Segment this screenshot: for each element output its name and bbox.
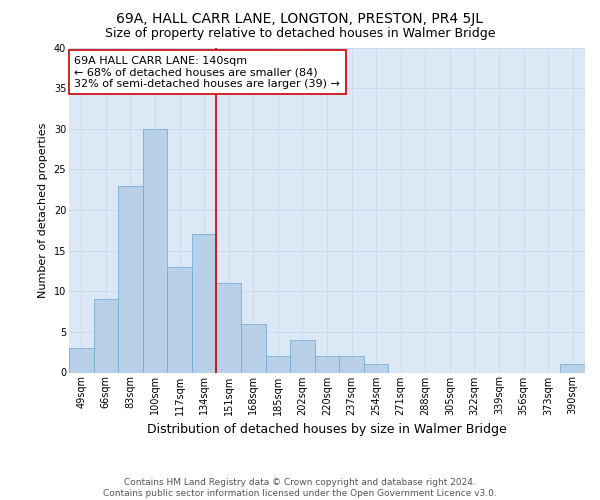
Text: 69A HALL CARR LANE: 140sqm
← 68% of detached houses are smaller (84)
32% of semi: 69A HALL CARR LANE: 140sqm ← 68% of deta…: [74, 56, 340, 89]
Bar: [315, 356, 339, 372]
Bar: [94, 300, 118, 372]
Text: 69A, HALL CARR LANE, LONGTON, PRESTON, PR4 5JL: 69A, HALL CARR LANE, LONGTON, PRESTON, P…: [116, 12, 484, 26]
Text: Size of property relative to detached houses in Walmer Bridge: Size of property relative to detached ho…: [105, 28, 495, 40]
Bar: [241, 324, 266, 372]
Bar: [192, 234, 217, 372]
Bar: [560, 364, 585, 372]
Bar: [266, 356, 290, 372]
Bar: [167, 267, 192, 372]
Bar: [118, 186, 143, 372]
Bar: [143, 128, 167, 372]
Bar: [364, 364, 388, 372]
Bar: [69, 348, 94, 372]
Bar: [339, 356, 364, 372]
Text: Contains HM Land Registry data © Crown copyright and database right 2024.
Contai: Contains HM Land Registry data © Crown c…: [103, 478, 497, 498]
Bar: [217, 283, 241, 372]
Y-axis label: Number of detached properties: Number of detached properties: [38, 122, 48, 298]
Bar: [290, 340, 315, 372]
X-axis label: Distribution of detached houses by size in Walmer Bridge: Distribution of detached houses by size …: [147, 423, 507, 436]
